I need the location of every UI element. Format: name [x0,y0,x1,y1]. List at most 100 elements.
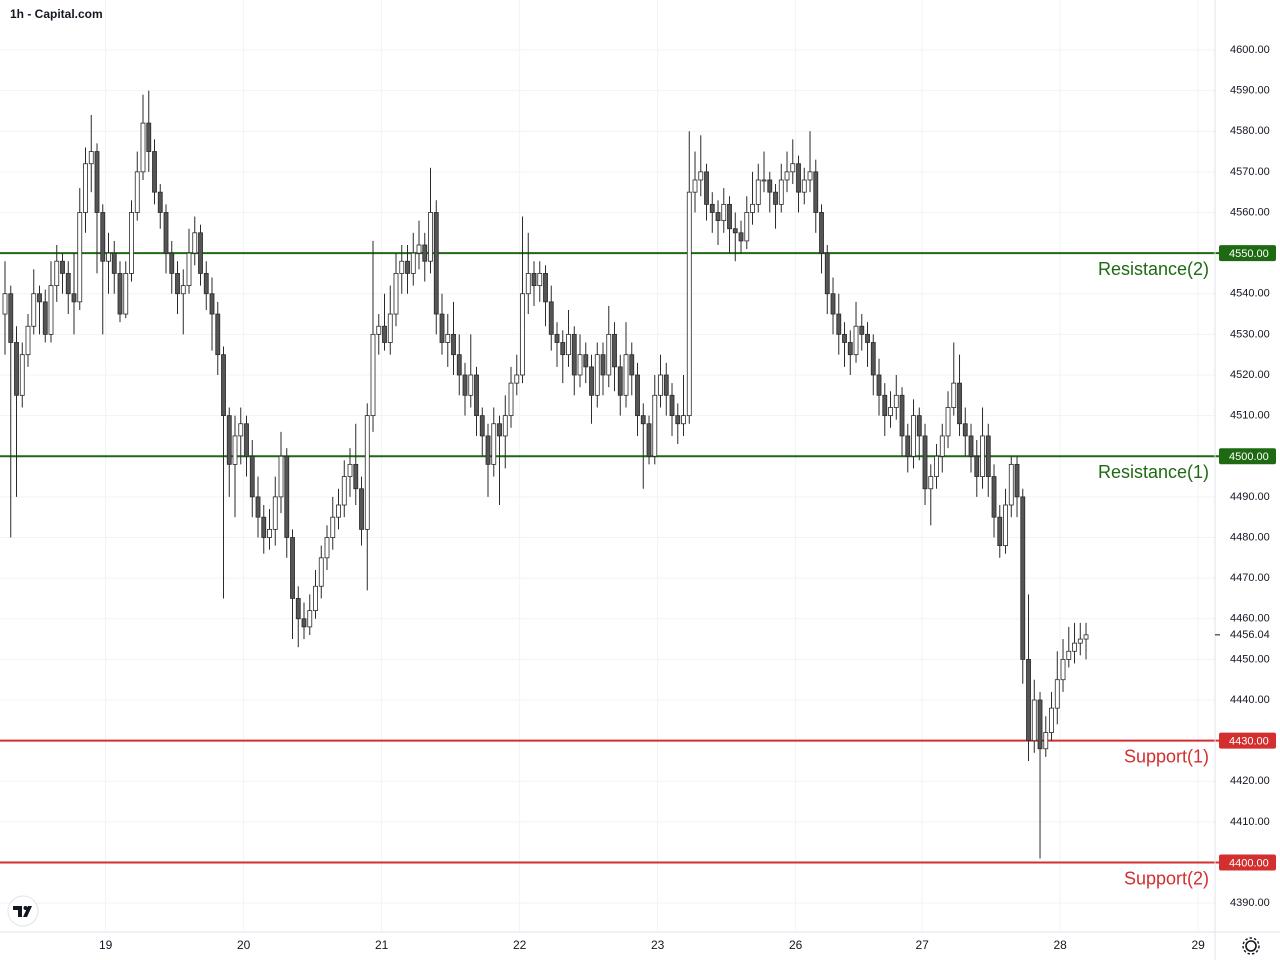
candle-body [255,496,261,518]
y-tick-label: 4560.00 [1230,206,1270,218]
candle-body [566,333,571,356]
candle-body [600,354,606,376]
candle-body [111,252,117,274]
candle-body [859,325,865,335]
y-tick-label: 4540.00 [1230,288,1270,300]
candle-body [290,537,295,599]
candle-body [428,212,433,262]
y-tick-label: 4440.00 [1230,694,1270,706]
candle-body [525,273,531,295]
candle-body [399,260,405,274]
candle-body [589,366,594,396]
candle-body [416,244,422,254]
candle-body [675,415,681,425]
x-tick-label: 27 [915,938,929,952]
candle-body [295,598,301,620]
candle-body [629,354,635,376]
candle-body [1066,650,1072,660]
candle-body [48,285,54,335]
candle-body [853,325,859,356]
candle-body [359,488,364,530]
candle-body [192,232,198,254]
candle-body [65,273,71,295]
candle-body [1003,504,1008,547]
y-tick-label: 4410.00 [1230,816,1270,828]
y-tick-label: 4510.00 [1230,410,1270,422]
candle-body [215,313,221,356]
candle-body [468,374,474,396]
level-name: Support(1) [1124,746,1209,766]
candle-body [491,423,497,465]
candle-body [117,273,123,315]
candle-body [134,171,140,213]
candle-body [238,423,244,437]
candle-body [1014,463,1020,498]
candle-body [25,325,31,356]
candle-body [819,212,824,254]
candle-body [31,293,37,327]
candle-body [790,163,796,173]
candle-body [945,407,951,437]
candle-body [497,423,502,437]
candle-body [991,476,997,518]
x-tick-label: 19 [99,938,113,952]
candle-body [502,415,508,437]
candle-body [272,496,278,530]
candle-body [744,212,750,242]
candle-body [226,415,232,465]
candle-body [157,191,163,213]
candle-body [42,301,48,335]
candle-body [232,435,238,465]
level-tag-label: 4550.00 [1229,248,1269,260]
level-tag [1219,732,1276,749]
candle-body [980,435,985,477]
candle-body [129,212,134,274]
candle-body [715,212,721,222]
candle-body [439,313,445,343]
candle-body [451,333,456,356]
candle-body [577,354,583,376]
candle-body [922,435,928,490]
candle-body [951,382,957,408]
candle-body [830,293,836,315]
level-name: Resistance(1) [1098,462,1209,482]
candle-body [761,179,767,182]
candle-body [479,415,485,437]
candle-body [180,285,186,295]
candle-body [623,354,629,396]
candle-body [727,203,732,230]
candle-body [968,435,974,457]
candle-body [324,537,330,559]
candle-body [318,557,324,587]
candle-body [2,293,8,315]
candle-body [985,435,991,477]
candle-body [801,179,807,193]
candle-body [278,455,284,498]
y-tick-label: 4600.00 [1230,44,1270,56]
candle-body [336,504,341,518]
candle-body [1049,707,1054,733]
settings-button[interactable] [1242,937,1260,955]
candle-body [106,252,111,262]
candle-body [341,476,347,506]
candle-body [244,423,249,457]
y-tick-label: 4570.00 [1230,166,1270,178]
candle-body [905,435,911,457]
candle-body [405,260,410,274]
candle-body [54,260,60,287]
candle-body [100,212,106,262]
candle-body [19,354,25,396]
candle-body [301,618,307,628]
candle-body [221,354,226,417]
candle-body [669,394,675,417]
candle-body [882,394,888,417]
candle-body [548,301,554,335]
logo [7,895,39,927]
level-name: Resistance(2) [1098,259,1209,279]
candle-body [721,203,727,222]
candle-body [313,585,318,612]
candle-body [1031,699,1037,742]
candle-body [1060,658,1066,681]
candle-body [962,423,968,437]
